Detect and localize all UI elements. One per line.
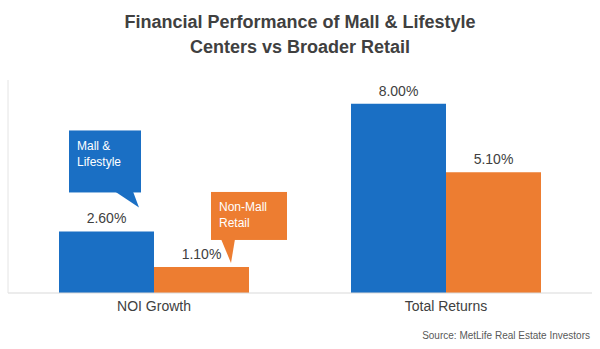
svg-text:NOI Growth: NOI Growth (117, 298, 191, 314)
html-text:Source: MetLife Real Estate In: Source: MetLife Real Estate Investors (422, 330, 590, 341)
html-text:Financial Performance of Mall: Financial Performance of Mall & Lifestyl… (124, 12, 476, 57)
svg-text:Retail: Retail (219, 216, 250, 230)
svg-text:2.60%: 2.60% (87, 210, 127, 226)
svg-text:5.10%: 5.10% (474, 151, 514, 167)
svg-text:Lifestyle: Lifestyle (77, 155, 121, 169)
svg-text:8.00%: 8.00% (379, 83, 419, 99)
svg-text:1.10%: 1.10% (182, 246, 222, 262)
svg-text:Total Returns: Total Returns (405, 298, 487, 314)
svg-text:Mall &: Mall & (77, 139, 110, 153)
svg-text:Non-Mall: Non-Mall (219, 200, 267, 214)
